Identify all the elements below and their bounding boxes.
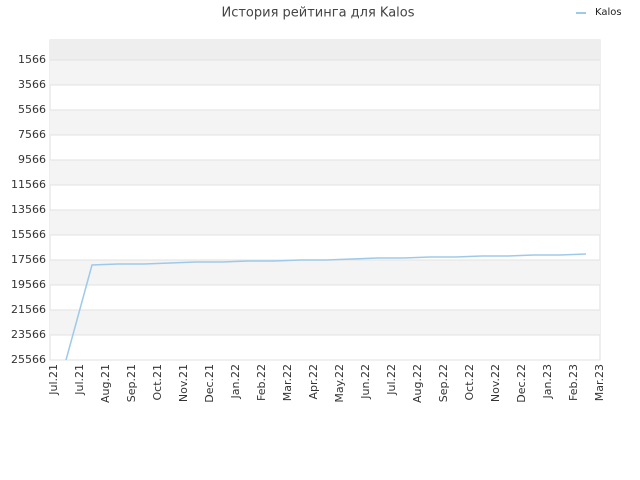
- y-tick-label: 9566: [18, 153, 46, 166]
- y-tick-label: 25566: [11, 353, 46, 366]
- x-tick-label: Dec.22: [515, 364, 528, 403]
- plot-area: [49, 39, 601, 361]
- x-tick-label: Jul.21: [47, 364, 60, 396]
- x-tick-label: Jul.22: [385, 364, 398, 396]
- x-tick-label: Apr.22: [307, 364, 320, 400]
- x-tick-label: Oct.22: [463, 364, 476, 401]
- y-tick-label: 7566: [18, 128, 46, 141]
- y-tick-label: 1566: [18, 53, 46, 66]
- y-tick-label: 21566: [11, 303, 46, 316]
- line: [65, 253, 587, 361]
- band: [50, 40, 600, 60]
- x-tick-label: Mar.22: [281, 364, 294, 401]
- y-tick-label: 19566: [11, 278, 46, 291]
- x-tick-label: Oct.21: [151, 364, 164, 401]
- band: [50, 160, 600, 185]
- x-tick-label: Feb.23: [567, 364, 580, 401]
- band: [50, 310, 600, 335]
- y-tick-label: 3566: [18, 78, 46, 91]
- y-tick-label: 15566: [11, 228, 46, 241]
- x-tick-label: Feb.22: [255, 364, 268, 401]
- x-tick-label: Jul.21: [73, 364, 86, 396]
- y-tick-label: 5566: [18, 103, 46, 116]
- y-tick-label: 11566: [11, 178, 46, 191]
- legend-label: Kalos: [595, 7, 622, 18]
- x-tick-label: Dec.21: [203, 364, 216, 403]
- x-tick-label: Aug.22: [411, 364, 424, 403]
- x-tick-label: Jan.22: [229, 364, 242, 399]
- band: [50, 210, 600, 235]
- band: [50, 60, 600, 85]
- y-tick-label: 23566: [11, 328, 46, 341]
- x-tick-label: Sep.21: [125, 364, 138, 402]
- x-tick-label: Aug.21: [99, 364, 112, 403]
- chart-title: История рейтинга для Kalos: [221, 6, 414, 21]
- x-tick-label: Mar.23: [593, 364, 606, 401]
- x-tick-label: Jun.22: [359, 364, 372, 400]
- y-tick-label: 17566: [11, 253, 46, 266]
- x-tick-label: Nov.22: [489, 364, 502, 402]
- x-tick-label: May.22: [333, 364, 346, 403]
- x-tick-label: Sep.22: [437, 364, 450, 402]
- x-tick-label: Nov.21: [177, 364, 190, 402]
- y-tick-label: 13566: [11, 203, 46, 216]
- x-tick-label: Jan.23: [541, 364, 554, 399]
- band: [50, 110, 600, 135]
